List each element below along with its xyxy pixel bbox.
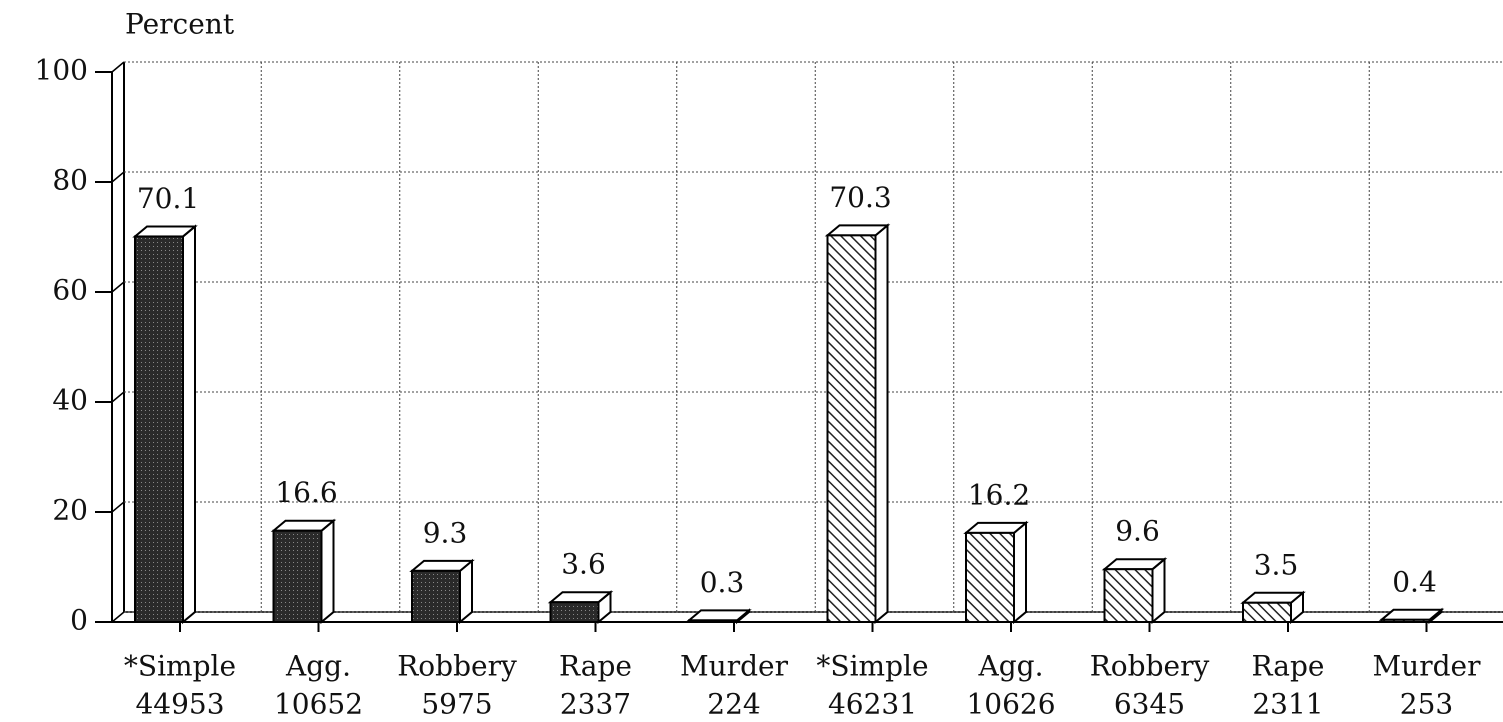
y-tick-label: 60 [52,274,88,307]
y-tick-label: 0 [70,604,88,637]
x-tick-count: 5975 [421,688,492,721]
value-label: 0.3 [700,566,745,599]
bar-side [320,518,335,625]
y-tick-depth [111,61,125,73]
bar-top [686,609,752,622]
value-label: 16.2 [968,478,1030,511]
value-label: 70.3 [829,181,891,214]
value-label: 9.3 [423,516,468,549]
bar [965,531,1015,624]
x-tick-label: Murder [1373,650,1482,683]
bar-side [182,224,196,625]
x-tick-count: 224 [707,688,760,721]
value-label: 70.1 [137,182,199,215]
x-tick-count: 10626 [966,688,1055,721]
bar [1242,601,1292,623]
x-tick-label: Agg. [978,650,1044,683]
value-label: 0.4 [1392,565,1437,598]
y-tick-label: 20 [52,494,88,527]
value-label: 3.6 [561,548,606,581]
x-tick-label: *Simple [816,650,928,683]
bar-top [1101,558,1168,571]
y-tick-depth [111,281,125,293]
value-label: 9.6 [1115,515,1160,548]
x-tick-label: Agg. [285,650,351,683]
x-tick-label: Robbery [397,650,517,683]
x-tick-count: 2337 [560,688,631,721]
y-tick-depth [111,391,125,403]
bar-side [1013,520,1027,625]
bar [688,619,738,623]
x-tick-label: Rape [1252,650,1325,683]
bar-top [270,519,337,532]
x-tick-count: 10652 [274,688,363,721]
x-tick-count: 46231 [828,688,917,721]
y-tick-label: 40 [52,384,88,417]
y-tick-depth [111,171,125,183]
bar [134,235,184,623]
bar [826,234,877,623]
x-tick-label: Murder [680,650,789,683]
value-label: 16.6 [275,476,337,509]
y-tick-label: 80 [52,164,88,197]
bar [549,601,600,624]
y-axis-label: Percent [125,8,235,41]
bar [272,529,323,624]
bar-top [1378,608,1445,621]
y-tick-depth [111,501,125,513]
bar-top [132,225,198,238]
x-tick-count: 44953 [135,688,224,721]
bar-top [824,224,891,237]
bar-top [547,591,614,604]
bar-side [874,223,889,625]
bar-top [1240,591,1306,604]
bar-top [963,521,1029,534]
x-tick-count: 253 [1400,688,1453,721]
x-tick-label: Rape [559,650,632,683]
value-label: 3.5 [1254,548,1299,581]
x-tick-label: Robbery [1090,650,1210,683]
y-tick-label: 100 [35,54,88,87]
bar [1380,618,1431,623]
bar-top [409,559,475,572]
bar [411,569,461,623]
bar [1103,568,1154,624]
x-tick-count: 6345 [1114,688,1185,721]
x-tick-label: *Simple [124,650,236,683]
y-tick-depth [111,611,125,623]
x-tick-count: 2311 [1252,688,1323,721]
